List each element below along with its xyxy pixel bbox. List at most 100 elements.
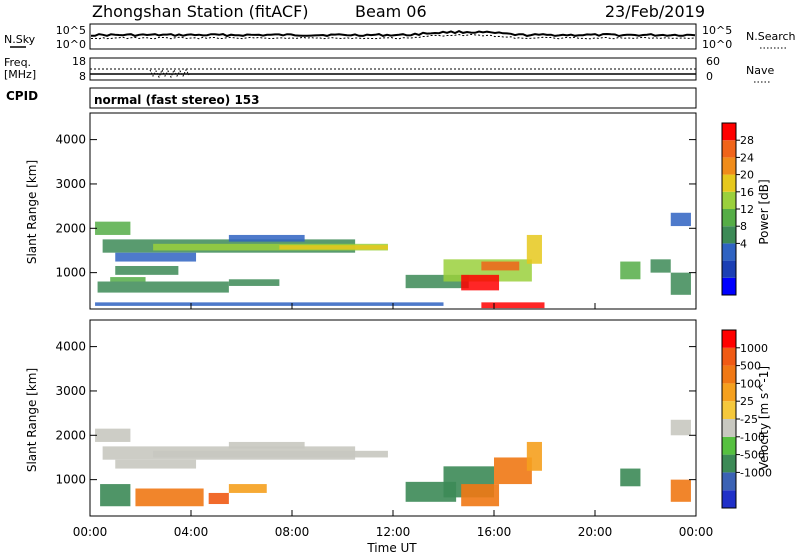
power-cell-20 — [670, 272, 691, 295]
frequency-tick-top: 18 — [72, 55, 86, 68]
velocity-colorbar-tick-label-1: 500 — [740, 360, 761, 373]
time-axis-label: Time UT — [366, 541, 417, 554]
velocity-cell-15 — [670, 419, 691, 436]
velocity-cell-7 — [208, 492, 229, 505]
velocity-cell-8 — [228, 484, 267, 493]
velocity-colorbar-swatch-8 — [722, 347, 736, 366]
velocity-y-tick-label-2: 2000 — [55, 428, 86, 442]
power-colorbar-swatch-0 — [722, 277, 736, 295]
noise-left-tick-bottom: 10^0 — [56, 38, 86, 51]
power-colorbar-tick-label-5: 8 — [740, 220, 747, 233]
velocity-colorbar-tick-label-3: 25 — [740, 395, 754, 408]
velocity-colorbar-swatch-9 — [722, 330, 736, 348]
power-y-ticks: 4000 3000 2000 1000 — [55, 133, 696, 280]
velocity-colorbar-tick-label-4: -25 — [740, 413, 758, 426]
frequency-label-line1: Freq. — [4, 56, 31, 69]
noise-sky-line — [91, 29, 696, 38]
power-cell-8 — [110, 277, 146, 282]
time-tick-label-0: 00:00 — [73, 525, 108, 539]
velocity-colorbar-swatch-0 — [722, 490, 736, 508]
power-colorbar-swatch-1 — [722, 260, 736, 278]
nave-dip-trace — [149, 68, 190, 79]
power-colorbar-tick-label-0: 28 — [740, 134, 754, 147]
noise-left-tick-top: 10^5 — [56, 24, 86, 37]
velocity-cell-16 — [670, 479, 691, 502]
power-cell-17 — [620, 261, 641, 280]
power-colorbar-swatch-3 — [722, 226, 736, 244]
velocity-heatmap-cells — [95, 419, 691, 507]
time-tick-label-1: 04:00 — [174, 525, 209, 539]
time-tick-label-3: 12:00 — [376, 525, 411, 539]
noise-search-label: N.Search — [746, 30, 796, 43]
power-cell-9 — [228, 279, 280, 286]
power-colorbar-tick-label-6: 4 — [740, 237, 747, 250]
velocity-cell-11 — [494, 457, 532, 485]
velocity-colorbar-tick-label-5: -100 — [740, 431, 765, 444]
velocity-colorbar-swatch-3 — [722, 436, 736, 455]
power-cell-5 — [115, 252, 197, 262]
power-cell-16 — [481, 302, 545, 309]
velocity-colorbar-tick-label-2: 100 — [740, 377, 761, 390]
station-title: Zhongshan Station (fitACF) — [92, 2, 309, 21]
velocity-y-tick-label-0: 4000 — [55, 340, 86, 354]
frequency-panel: Freq. [MHz] 18 8 60 0 Nave — [4, 55, 774, 83]
power-panel: 4000 3000 2000 1000 Slant Range [km] — [25, 112, 697, 310]
velocity-colorbar-tick-label-0: 1000 — [740, 342, 768, 355]
velocity-colorbar-swatch-6 — [722, 383, 736, 402]
power-y-tick-label-0: 4000 — [55, 133, 86, 147]
power-colorbar-swatch-5 — [722, 191, 736, 209]
nave-tick-bottom: 0 — [706, 70, 713, 83]
power-ylabel: Slant Range [km] — [25, 160, 39, 264]
power-cell-7 — [97, 281, 229, 293]
velocity-colorbar-swatch-5 — [722, 401, 736, 419]
noise-panel-frame — [89, 23, 697, 50]
velocity-cell-2 — [153, 450, 388, 458]
power-heatmap-cells — [95, 212, 691, 309]
velocity-panel: 4000 3000 2000 1000 00:00 04:00 08:00 12:00 16:… — [25, 303, 713, 554]
power-colorbar-tick-label-1: 24 — [740, 151, 754, 164]
noise-right-tick-top: 10^5 — [702, 24, 732, 37]
power-y-tick-label-1: 3000 — [55, 177, 86, 191]
velocity-colorbar-swatch-2 — [722, 454, 736, 473]
frequency-tick-bottom: 8 — [79, 70, 86, 83]
power-colorbar-swatch-8 — [722, 140, 736, 158]
power-colorbar-swatch-6 — [722, 174, 736, 192]
power-colorbar-tick-label-4: 12 — [740, 203, 754, 216]
nave-label: Nave — [746, 64, 774, 77]
velocity-y-ticks: 4000 3000 2000 1000 — [55, 340, 696, 487]
cpid-label: CPID — [6, 89, 38, 103]
power-y-tick-label-3: 1000 — [55, 266, 86, 280]
power-cell-0 — [95, 221, 131, 235]
noise-sky-label: N.Sky — [4, 33, 36, 46]
power-cell-14 — [461, 274, 500, 291]
power-colorbar-tick-label-2: 20 — [740, 169, 754, 182]
velocity-cell-14 — [620, 468, 641, 487]
power-colorbar-tick-label-3: 16 — [740, 186, 754, 199]
velocity-colorbar-swatch-4 — [722, 419, 736, 437]
velocity-panel-frame — [89, 319, 697, 517]
power-colorbar-swatch-7 — [722, 157, 736, 175]
power-cell-6 — [115, 265, 179, 275]
power-cell-2 — [153, 243, 388, 251]
cpid-panel-frame — [89, 87, 697, 109]
power-cell-19 — [670, 212, 691, 227]
power-y-tick-label-2: 2000 — [55, 221, 86, 235]
power-colorbar-swatch-2 — [722, 243, 736, 261]
velocity-cell-3 — [228, 441, 305, 449]
velocity-colorbar-swatch-1 — [722, 472, 736, 491]
velocity-cell-6 — [135, 488, 204, 507]
frequency-panel-frame — [89, 57, 697, 81]
velocity-colorbar: 1000 500 100 25 -25 -100 -500 -1000 — [721, 329, 772, 509]
cpid-mode-text: normal (fast stereo) 153 — [94, 93, 260, 107]
time-tick-label-4: 16:00 — [477, 525, 512, 539]
power-colorbar: 28 24 20 16 12 8 4 — [721, 122, 754, 296]
time-tick-label-2: 08:00 — [275, 525, 310, 539]
power-colorbar-swatch-4 — [722, 209, 736, 227]
velocity-colorbar-tick-label-7: -1000 — [740, 466, 772, 479]
nave-tick-top: 60 — [706, 55, 720, 68]
beam-title: Beam 06 — [355, 2, 427, 21]
velocity-x-ticks: 00:00 04:00 08:00 12:00 16:00 20:00 00:00 — [73, 303, 713, 539]
velocity-colorbar-swatch-7 — [722, 365, 736, 384]
power-colorbar-label: Power [dB] — [757, 179, 771, 244]
